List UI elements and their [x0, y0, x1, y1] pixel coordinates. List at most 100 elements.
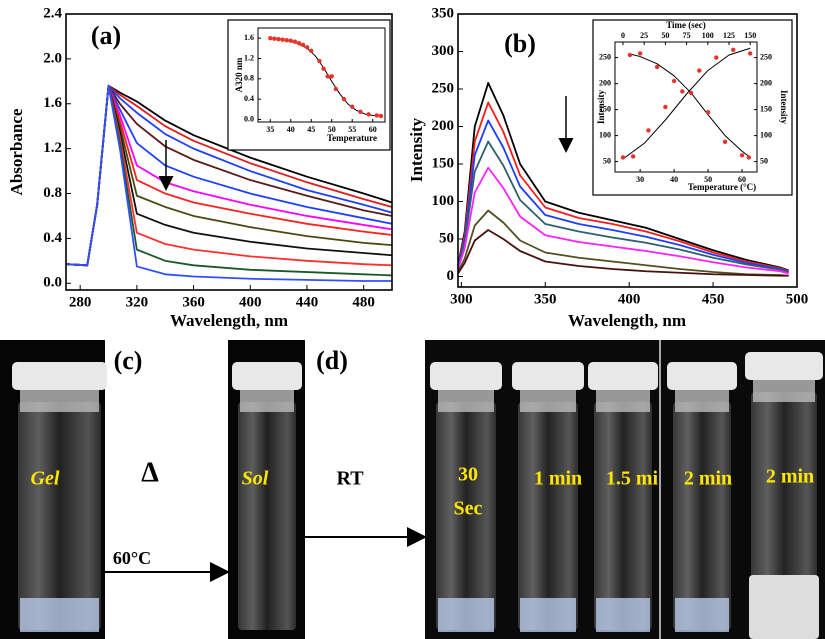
x-tick-label: 320	[126, 295, 149, 311]
data-point	[630, 154, 636, 159]
y2-tick-label: 250	[760, 52, 772, 61]
vial-cap	[430, 362, 502, 390]
vial-cap	[588, 362, 658, 390]
x-tick-label: 50	[704, 175, 712, 184]
photo-label: Gel	[31, 468, 60, 490]
x-tick-label: 300	[450, 292, 473, 308]
axes-frame	[65, 13, 393, 291]
x-axis-label: Temperature (°C)	[688, 182, 756, 192]
panel-label: (a)	[91, 21, 121, 50]
y-tick-label: 2.0	[43, 50, 62, 66]
x-tick-label: 350	[534, 292, 557, 308]
y-axis-label: Intensity	[596, 90, 606, 125]
series-line	[457, 82, 789, 272]
data-point	[358, 109, 363, 115]
x-tick-label: 30	[636, 175, 644, 184]
data-point	[350, 104, 355, 109]
x-tick-label: 60	[369, 125, 377, 134]
gel	[675, 598, 729, 632]
y-tick-label: 0.0	[43, 275, 62, 291]
y-tick-label: 0.4	[244, 94, 254, 103]
data-point	[296, 41, 302, 46]
series-line	[457, 229, 789, 277]
photo-label: 60°C	[113, 548, 151, 568]
data-point	[284, 37, 289, 43]
y-axis-label: Intensity	[407, 117, 426, 182]
series-line	[457, 119, 789, 273]
x2-tick-label: 75	[683, 31, 691, 40]
y-tick-label: 0.8	[244, 74, 254, 83]
data-point	[317, 58, 322, 64]
photo-panel	[0, 340, 825, 639]
data-point	[671, 78, 677, 84]
data-point	[300, 42, 306, 47]
x-tick-label: 55	[348, 125, 356, 134]
x-tick-label: 360	[182, 295, 205, 311]
x-tick-label: 450	[702, 292, 725, 308]
data-point	[688, 90, 694, 96]
x2-tick-label: 25	[640, 31, 648, 40]
x2-tick-label: 150	[744, 31, 756, 40]
data-point	[654, 64, 660, 70]
x2-tick-label: 100	[702, 31, 714, 40]
data-point	[627, 52, 633, 58]
gel	[596, 598, 650, 632]
y2-tick-label: 50	[760, 156, 768, 165]
y-tick-label: 1.2	[43, 140, 62, 156]
vial-cap	[512, 362, 584, 390]
x2-axis-label: Time (sec)	[666, 20, 706, 30]
y-tick-label: 150	[432, 155, 455, 171]
vial-glass	[751, 392, 817, 630]
photo-label: (c)	[114, 346, 143, 375]
inverted-cap	[749, 575, 819, 639]
data-point	[366, 112, 371, 117]
vial-neck	[520, 390, 576, 412]
photo-label: 30	[458, 464, 478, 486]
inset-frame	[227, 19, 391, 151]
plot	[65, 84, 393, 282]
y-axis-label: A320 nm	[234, 57, 244, 92]
x-tick-label: 40	[670, 175, 678, 184]
vial-glass	[518, 402, 578, 630]
y2-tick-label: 200	[760, 78, 772, 87]
x-tick-label: 60	[738, 175, 746, 184]
series-line	[457, 209, 789, 277]
y-tick-label: 0	[447, 268, 455, 284]
vial-neck	[596, 390, 650, 412]
data-point	[714, 55, 719, 60]
series-line	[622, 47, 751, 160]
axes-frame	[614, 41, 758, 173]
series-line	[457, 101, 789, 273]
y-tick-label: 0.8	[43, 185, 62, 201]
data-point	[378, 113, 384, 119]
panel-label: (b)	[504, 29, 536, 58]
data-point	[748, 51, 753, 56]
data-point	[731, 47, 736, 52]
photo-label: Sec	[454, 498, 483, 520]
y-tick-label: 1.2	[244, 53, 254, 62]
vial-glass	[594, 402, 652, 630]
photo-label: Sol	[242, 468, 269, 490]
vial-neck	[20, 390, 99, 412]
y2-tick-label: 100	[760, 130, 772, 139]
data-point	[288, 38, 293, 43]
y-tick-label: 2.4	[43, 5, 62, 21]
gel	[520, 598, 576, 632]
data-point	[329, 74, 334, 79]
axes-frame	[257, 27, 386, 123]
photo-label: Δ	[141, 457, 159, 488]
data-point	[697, 68, 702, 73]
vial-neck	[753, 380, 815, 402]
data-point	[309, 48, 314, 54]
vial-glass	[238, 402, 296, 630]
x-tick-label: 280	[69, 295, 92, 311]
photo-label: 1 min	[534, 468, 582, 490]
y-tick-label: 100	[432, 193, 455, 209]
x-tick-label: 400	[239, 295, 262, 311]
data-point	[276, 36, 281, 42]
vial-glass	[673, 402, 731, 630]
photo-label: 2 min	[766, 466, 814, 488]
data-point	[268, 35, 273, 41]
x-tick-label: 40	[287, 125, 295, 134]
